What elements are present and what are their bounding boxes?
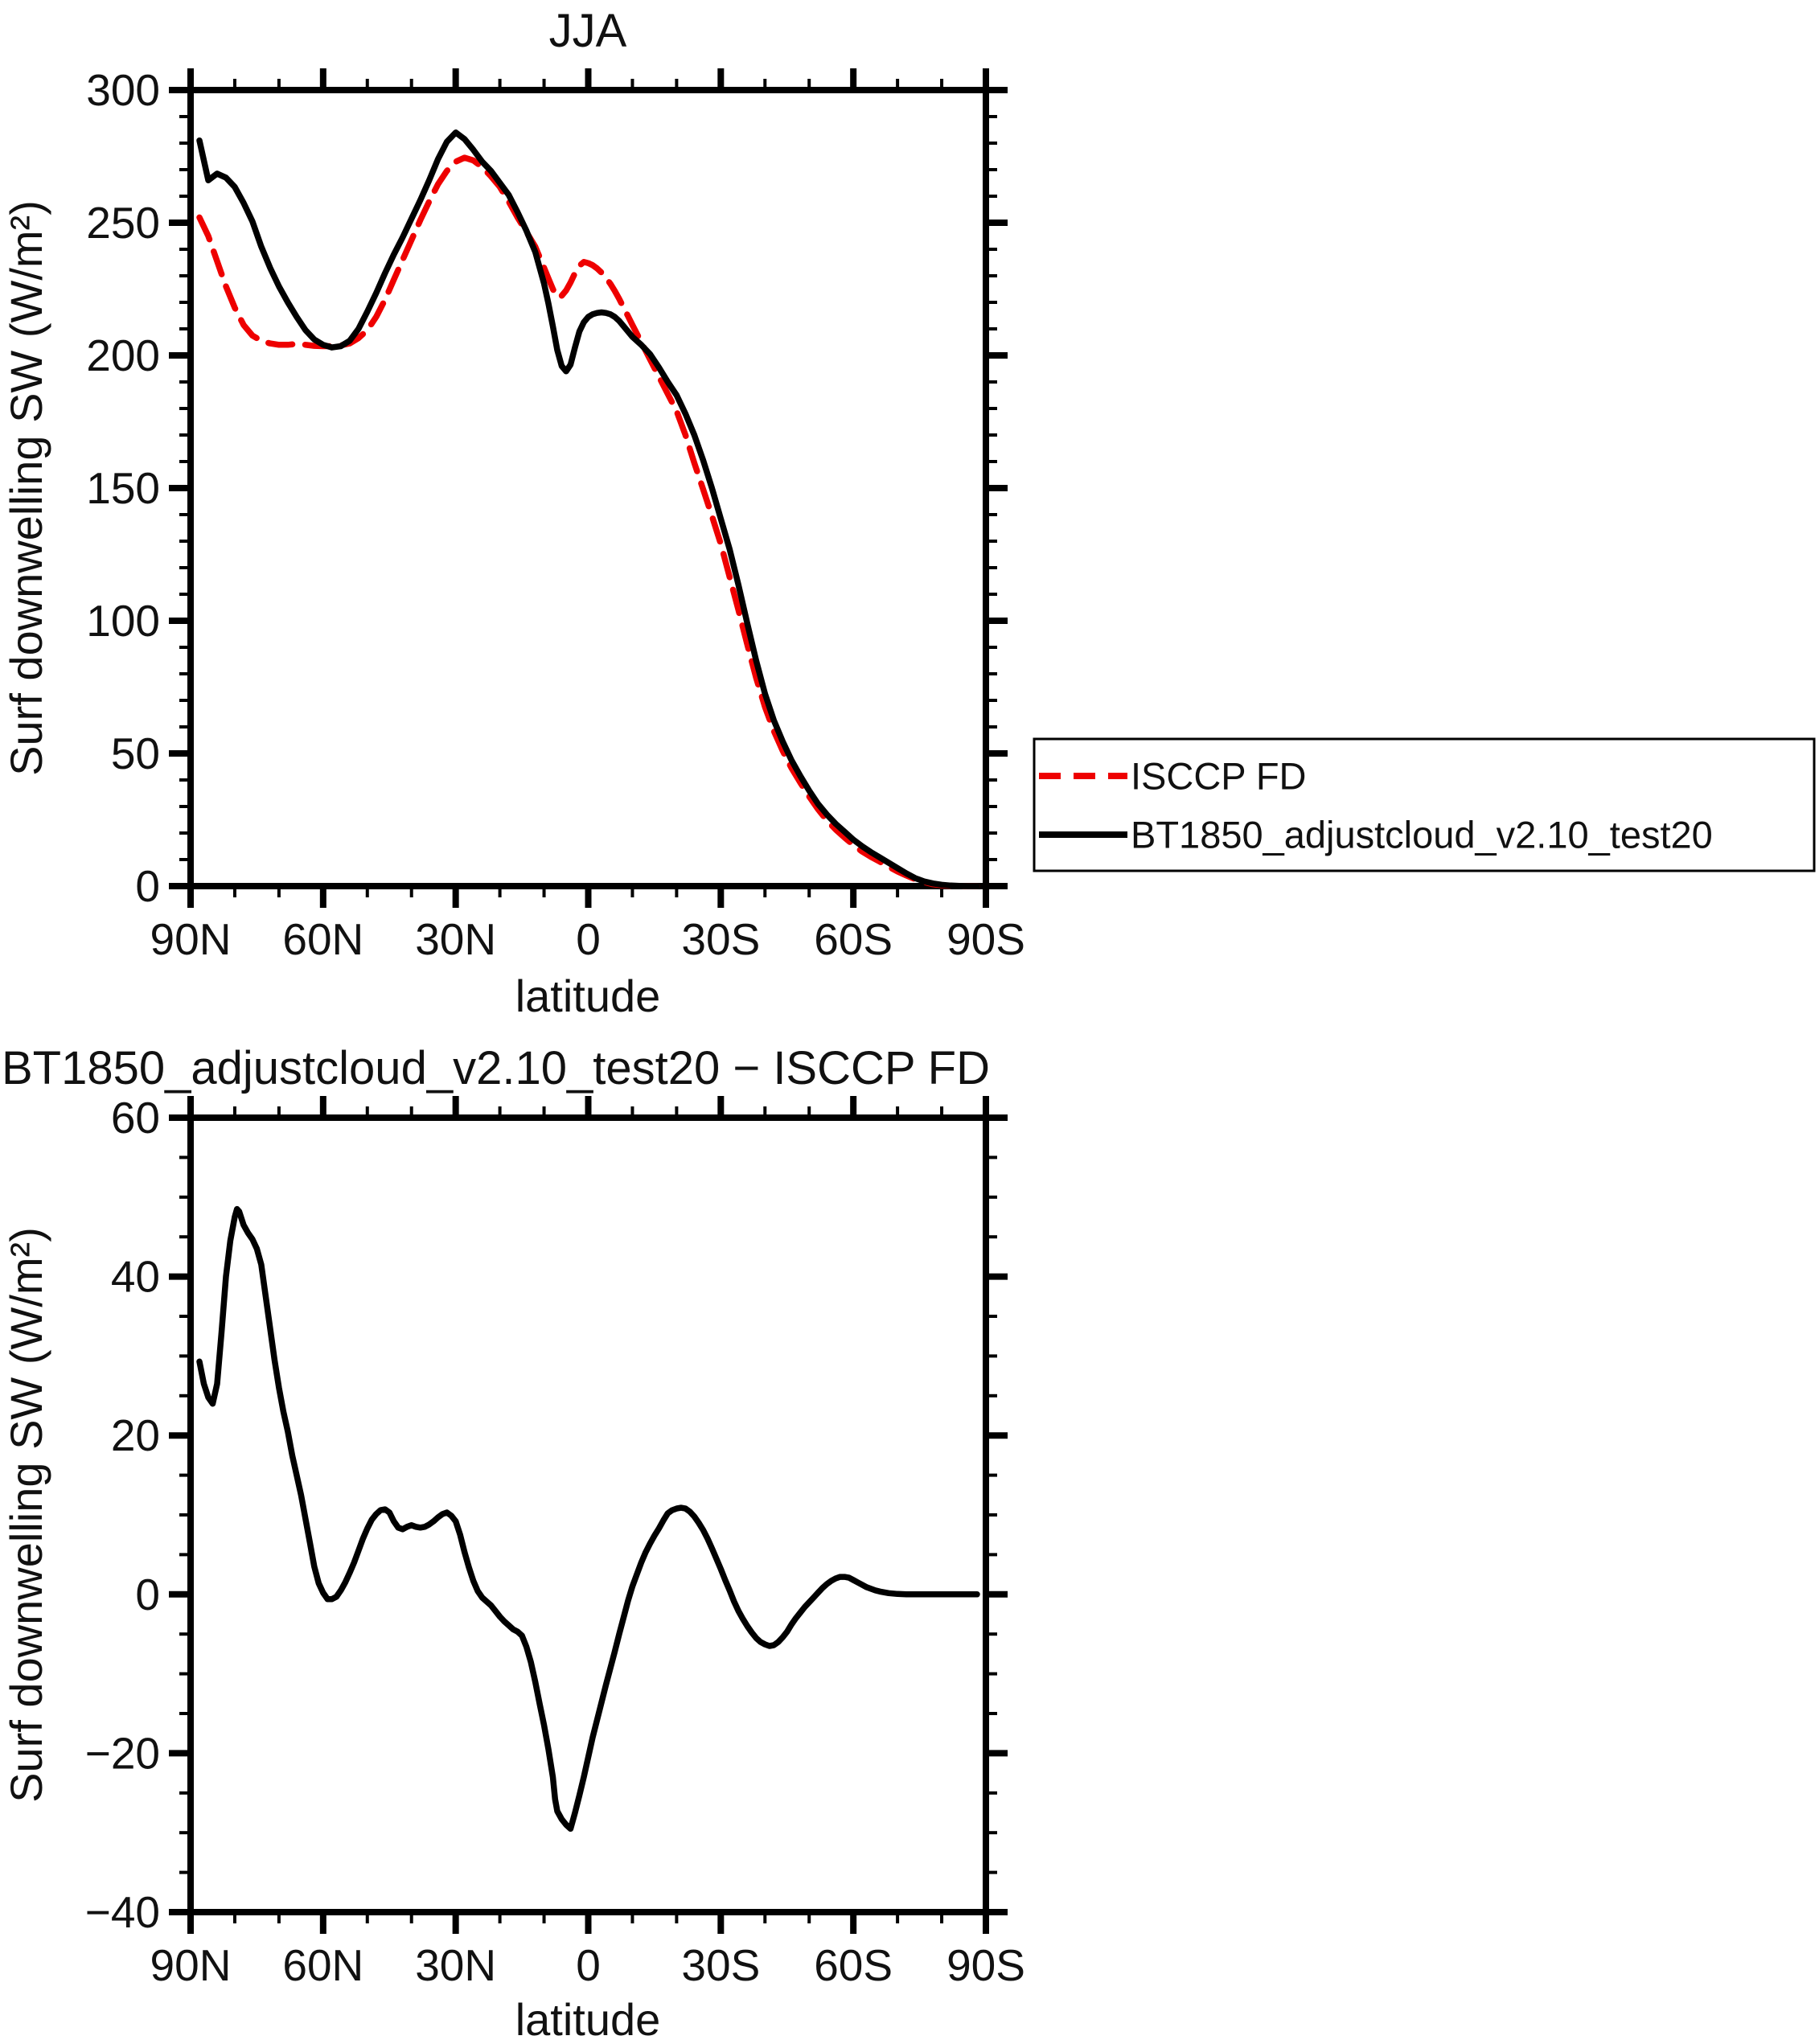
y-tick-label: −20 [85, 1728, 160, 1778]
x-tick-label: 90S [946, 1940, 1025, 1990]
chart-difference-x-axis-label: latitude [515, 1994, 661, 2044]
chart-jja: JJA Surf downwelling SW (W/m²) latitude … [1, 5, 1816, 1021]
chart-jja-axes: 90N 60N 30N 0 30S 60S 90S 0 50 100 150 200 250 300 [86, 65, 1025, 964]
y-tick-label: 60 [111, 1093, 160, 1143]
x-tick-label: 0 [576, 914, 601, 964]
y-tick-label: 0 [135, 1570, 160, 1619]
chart-difference-axes: 90N 60N 30N 0 30S 60S 90S −40 −20 0 20 40 60 [85, 1093, 1025, 1990]
chart-difference-title: BT1850_adjustcloud_v2.10_test20 − ISCCP … [2, 1042, 990, 1094]
y-tick-label: 200 [86, 330, 160, 380]
x-tick-label: 0 [576, 1940, 601, 1990]
x-tick-label: 60S [814, 914, 893, 964]
y-tick-label: 100 [86, 596, 160, 646]
y-tick-label: 40 [111, 1252, 160, 1302]
chart-difference: BT1850_adjustcloud_v2.10_test20 − ISCCP … [1, 1042, 1025, 2044]
x-tick-label: 30S [681, 914, 760, 964]
legend-label-bt1850: BT1850_adjustcloud_v2.10_test20 [1131, 814, 1713, 856]
legend: ISCCP FD BT1850_adjustcloud_v2.10_test20 [1033, 737, 1816, 872]
series-bt1850 [196, 129, 980, 889]
x-tick-label: 90S [946, 914, 1025, 964]
chart-difference-y-axis-label: Surf downwelling SW (W/m²) [1, 1227, 51, 1803]
series-isccp-fd [196, 154, 980, 889]
y-tick-label: 0 [135, 861, 160, 911]
chart-jja-x-axis-label: latitude [515, 971, 661, 1021]
x-tick-label: 30S [681, 1940, 760, 1990]
x-tick-label: 60S [814, 1940, 893, 1990]
x-tick-label: 30N [415, 1940, 496, 1990]
legend-label-isccp: ISCCP FD [1131, 755, 1307, 798]
x-tick-label: 60N [282, 1940, 363, 1990]
chart-jja-curves [196, 129, 980, 889]
y-tick-label: 150 [86, 463, 160, 513]
x-tick-label: 90N [150, 1940, 232, 1990]
legend-box [1033, 737, 1816, 872]
plot-border [187, 87, 989, 889]
chart-difference-curves [196, 1205, 980, 1833]
y-tick-label: 300 [86, 65, 160, 115]
chart-jja-title: JJA [549, 5, 627, 57]
y-tick-label: −40 [85, 1887, 160, 1937]
x-tick-label: 90N [150, 914, 232, 964]
series-bt1850 [196, 1205, 980, 1833]
y-tick-label: 50 [111, 729, 160, 778]
y-tick-label: 20 [111, 1410, 160, 1460]
y-tick-label: 250 [86, 198, 160, 248]
plot-border [187, 1114, 989, 1915]
x-tick-label: 60N [282, 914, 363, 964]
chart-jja-y-axis-label: Surf downwelling SW (W/m²) [1, 200, 51, 776]
x-tick-label: 30N [415, 914, 496, 964]
